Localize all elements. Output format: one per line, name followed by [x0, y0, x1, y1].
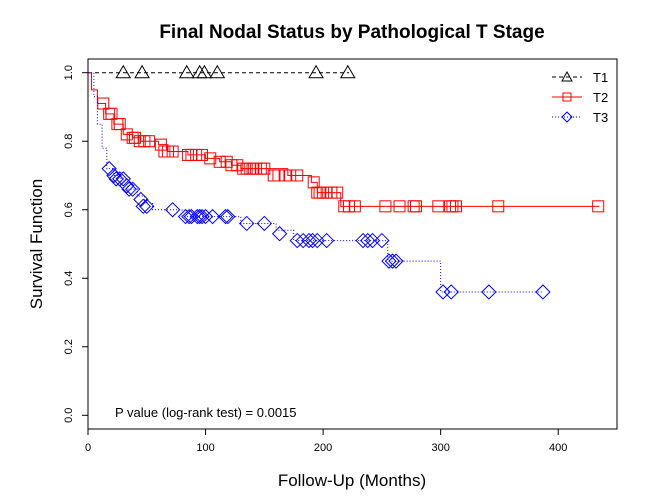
series-t3-censor-mark [181, 208, 197, 225]
series-t3-censor-mark [183, 208, 200, 225]
series-t3-censor-mark [197, 208, 214, 225]
series-t3-censor-mark [304, 232, 321, 249]
series-t1-censor-mark [191, 64, 208, 79]
series-t3-censor-mark [535, 284, 551, 300]
series-t3-censor-mark [191, 208, 208, 225]
series-t2-censor-mark [154, 138, 167, 151]
series-t2-censor-mark [129, 131, 142, 144]
series-t3-censor-mark [238, 215, 255, 232]
series-t2-censor-mark [113, 118, 126, 131]
series-t3-censor-mark [164, 202, 181, 218]
series-t1-censor-mark [115, 64, 132, 79]
series-t1 [88, 64, 356, 79]
legend-label-t1: T1 [593, 70, 608, 85]
series-t2-censor-mark [272, 169, 285, 182]
series-t3-censor-mark [124, 181, 141, 197]
series-t2-censor-mark [348, 200, 361, 213]
series-t3-censor-mark [481, 284, 497, 300]
series-t2-censor-mark [409, 200, 422, 213]
series-t2-censor-mark [284, 169, 297, 182]
series-t2-censor-mark [592, 200, 605, 213]
series-t2-censor-mark [291, 169, 304, 182]
series-t2-censor-mark [196, 148, 209, 161]
chart-title: Final Nodal Status by Pathological T Sta… [159, 22, 544, 43]
legend: T1 T2 T3 [552, 70, 608, 125]
series-t1-censor-mark [209, 64, 226, 79]
series-t3-censor-mark [189, 208, 206, 225]
y-tick-label: 0.8 [63, 134, 75, 149]
y-tick-label: 0.2 [63, 339, 75, 354]
series-t3-censor-mark [256, 215, 273, 232]
legend-marker-t2 [562, 92, 572, 102]
x-axis: 0 100 200 300 400 [85, 429, 567, 454]
series-t2-censor-mark [143, 135, 156, 148]
y-tick-label: 1.0 [63, 65, 75, 80]
series-t3-censor-mark [388, 253, 404, 269]
series-t2-censor-mark [213, 155, 226, 168]
y-axis-label: Survival Function [27, 179, 46, 309]
series-t3-censor-mark [271, 226, 288, 242]
series-t2 [88, 72, 605, 213]
series-t3-censor-mark [115, 171, 131, 187]
y-tick-label: 0.6 [63, 202, 75, 217]
y-tick-label: 0.4 [63, 271, 75, 286]
series-t1-censor-mark [134, 64, 150, 79]
series-t1-censor-mark [339, 64, 356, 79]
series-t3-censor-mark [435, 284, 451, 300]
p-value-annotation: P value (log-rank test) = 0.0015 [115, 405, 297, 420]
series-t3-censor-mark [135, 198, 151, 215]
series-t3-censor-mark [384, 253, 401, 269]
series-t1-censor-mark [308, 64, 324, 79]
plot-frame [87, 58, 618, 430]
x-tick-label: 300 [431, 442, 449, 454]
legend-marker-t1 [561, 70, 573, 82]
series-t2-censor-mark [166, 145, 179, 158]
series-t3-censor-mark [443, 284, 459, 300]
series-t3-censor-mark [289, 232, 305, 249]
series-t3-censor-mark [139, 198, 155, 215]
series-t2-censor-mark [492, 200, 505, 213]
x-tick-label: 200 [314, 442, 332, 454]
plot-area [88, 64, 605, 300]
series-t3-censor-mark [381, 253, 397, 269]
series-t3-censor-mark [204, 208, 221, 225]
series-t2-censor-mark [393, 200, 406, 213]
series-t3-censor-mark [220, 208, 236, 225]
series-t3-censor-mark [217, 208, 234, 225]
series-t3-censor-mark [194, 208, 210, 225]
series-t2-censor-mark [258, 162, 271, 175]
legend-marker-t3 [561, 111, 573, 123]
legend-label-t3: T3 [593, 110, 608, 125]
series-t2-censor-mark [432, 200, 445, 213]
series-t2-censor-mark [449, 200, 462, 213]
x-axis-label: Follow-Up (Months) [278, 471, 426, 490]
series-t2-censor-mark [331, 186, 344, 199]
y-tick-label: 0.0 [63, 408, 75, 423]
series-t3-censor-mark [360, 232, 376, 249]
series-t3 [88, 72, 551, 300]
series-t1-censor-mark [196, 64, 213, 79]
series-t3-censor-mark [121, 181, 137, 197]
legend-label-t2: T2 [593, 90, 608, 105]
x-tick-label: 0 [85, 442, 91, 454]
series-t3-censor-mark [318, 232, 335, 249]
series-t2-censor-mark [379, 200, 392, 213]
y-axis: 0.0 0.2 0.4 0.6 0.8 1.0 [63, 65, 88, 423]
x-tick-label: 100 [196, 442, 214, 454]
series-t3-censor-mark [133, 191, 149, 208]
series-t1-censor-mark [178, 64, 195, 79]
series-t3-censor-mark [101, 160, 117, 177]
x-tick-label: 400 [549, 442, 567, 454]
series-t3-censor-mark [374, 232, 390, 249]
series-t3-censor-mark [301, 232, 317, 249]
series-t2-censor-mark [204, 152, 217, 165]
series-t3-censor-mark [177, 208, 194, 225]
series-t3-censor-mark [108, 171, 124, 187]
